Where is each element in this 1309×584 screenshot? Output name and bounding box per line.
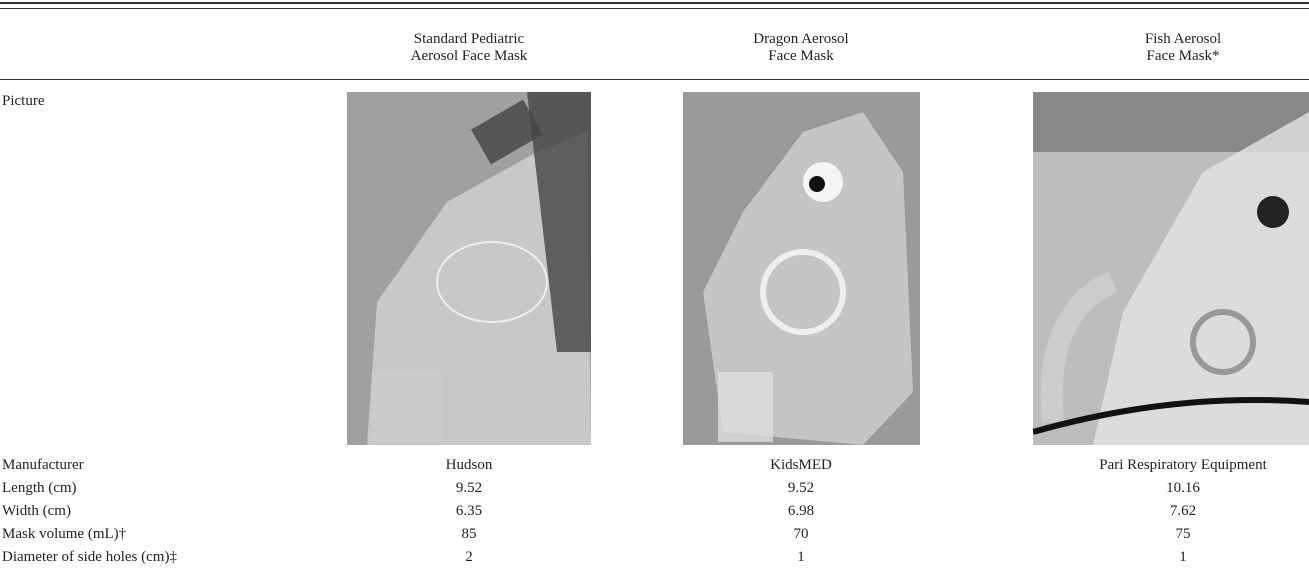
cell: Pari Respiratory Equipment (1033, 456, 1309, 474)
row-label: Picture (2, 92, 45, 110)
cell: 9.52 (319, 479, 619, 497)
top-rule (0, 8, 1309, 9)
header-line: Aerosol Face Mask (319, 48, 619, 65)
cell: 75 (1033, 525, 1309, 543)
header-rule (0, 79, 1309, 80)
header-line: Fish Aerosol (1033, 31, 1309, 48)
cell: 1 (1033, 548, 1309, 566)
photo-standard-mask (347, 92, 591, 445)
row-label: Manufacturer (2, 456, 84, 474)
cell: 85 (319, 525, 619, 543)
header-line: Face Mask (651, 48, 951, 65)
photo-dragon-mask (683, 92, 920, 445)
column-header: Standard Pediatric Aerosol Face Mask (319, 31, 619, 65)
header-line: Face Mask* (1033, 48, 1309, 65)
header-line: Standard Pediatric (319, 31, 619, 48)
cell: Hudson (319, 456, 619, 474)
row-label: Mask volume (mL)† (2, 525, 126, 543)
cell: 6.35 (319, 502, 619, 520)
cell: 9.52 (651, 479, 951, 497)
cell: 70 (651, 525, 951, 543)
row-label: Length (cm) (2, 479, 77, 497)
cell: 1 (651, 548, 951, 566)
header-line: Dragon Aerosol (651, 31, 951, 48)
row-label: Diameter of side holes (cm)‡ (2, 548, 177, 566)
cell: 7.62 (1033, 502, 1309, 520)
column-header: Dragon Aerosol Face Mask (651, 31, 951, 65)
top-rule (0, 2, 1309, 4)
page: Standard Pediatric Aerosol Face Mask Dra… (0, 0, 1309, 584)
cell: KidsMED (651, 456, 951, 474)
photo-fish-mask (1033, 92, 1309, 445)
row-label: Width (cm) (2, 502, 71, 520)
cell: 10.16 (1033, 479, 1309, 497)
cell: 2 (319, 548, 619, 566)
column-header: Fish Aerosol Face Mask* (1033, 31, 1309, 65)
cell: 6.98 (651, 502, 951, 520)
